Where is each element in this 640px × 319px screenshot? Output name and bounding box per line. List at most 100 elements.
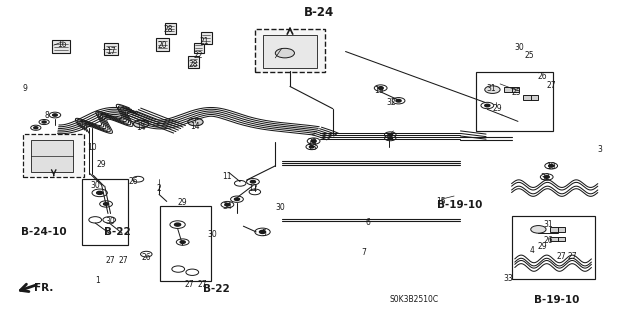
Text: 14: 14 — [136, 122, 146, 132]
Text: 12: 12 — [248, 184, 258, 193]
Bar — [52, 41, 70, 53]
Circle shape — [481, 102, 493, 109]
Text: 26: 26 — [128, 177, 138, 186]
Text: 14: 14 — [191, 122, 200, 131]
Bar — [523, 95, 538, 100]
Circle shape — [31, 125, 41, 130]
Circle shape — [186, 269, 198, 275]
Circle shape — [89, 217, 102, 223]
Circle shape — [540, 174, 553, 180]
Text: 7: 7 — [361, 248, 366, 257]
Circle shape — [132, 176, 144, 182]
Text: 26: 26 — [544, 236, 554, 245]
Text: S0K3B2510C: S0K3B2510C — [390, 295, 439, 304]
Text: 27: 27 — [185, 279, 195, 288]
Circle shape — [275, 48, 294, 58]
Circle shape — [250, 181, 255, 183]
Text: B-22: B-22 — [203, 284, 230, 294]
Text: 27: 27 — [198, 279, 207, 288]
Circle shape — [246, 179, 259, 185]
Circle shape — [378, 87, 383, 89]
Circle shape — [484, 104, 490, 107]
Circle shape — [104, 203, 109, 205]
Text: 33: 33 — [384, 133, 394, 142]
Circle shape — [97, 191, 103, 194]
Text: 30: 30 — [106, 217, 115, 226]
Text: 13: 13 — [307, 143, 317, 152]
Circle shape — [388, 137, 392, 139]
Circle shape — [311, 140, 316, 142]
Text: 28: 28 — [189, 60, 198, 69]
Text: 15: 15 — [436, 197, 446, 206]
Circle shape — [396, 100, 401, 102]
Text: 27: 27 — [557, 252, 566, 261]
Bar — [156, 38, 169, 51]
Circle shape — [385, 135, 396, 141]
Circle shape — [309, 146, 314, 148]
Text: 26: 26 — [141, 253, 151, 262]
Circle shape — [255, 228, 270, 236]
Circle shape — [307, 138, 320, 144]
Text: 27: 27 — [568, 252, 577, 261]
Text: 23: 23 — [308, 138, 317, 147]
Circle shape — [49, 112, 61, 118]
Bar — [193, 43, 204, 53]
Circle shape — [388, 134, 392, 136]
Bar — [504, 87, 519, 92]
Text: 22: 22 — [194, 51, 204, 60]
Bar — [83, 179, 129, 245]
Text: 34: 34 — [223, 202, 232, 211]
Bar — [476, 72, 553, 131]
Text: 19: 19 — [547, 162, 556, 171]
Bar — [188, 56, 199, 68]
Text: 28: 28 — [164, 25, 173, 34]
Circle shape — [221, 201, 234, 208]
Text: 25: 25 — [512, 88, 522, 97]
Text: B-19-10: B-19-10 — [534, 295, 579, 305]
Text: 30: 30 — [276, 203, 285, 212]
Text: 32: 32 — [387, 99, 396, 108]
Circle shape — [230, 196, 243, 202]
Circle shape — [188, 118, 203, 126]
Text: 26: 26 — [538, 72, 547, 81]
Text: B-24: B-24 — [303, 6, 334, 19]
Text: FR.: FR. — [34, 283, 53, 293]
Circle shape — [385, 132, 396, 137]
Text: 17: 17 — [106, 47, 115, 56]
Circle shape — [374, 85, 387, 91]
Text: 8: 8 — [45, 111, 50, 120]
Text: 6: 6 — [365, 218, 371, 227]
Text: 9: 9 — [22, 84, 28, 93]
Text: 3: 3 — [597, 145, 602, 154]
Bar — [161, 206, 211, 281]
Text: 2: 2 — [157, 184, 161, 193]
Bar — [31, 140, 73, 172]
Circle shape — [103, 217, 116, 223]
Circle shape — [306, 144, 317, 150]
Bar — [255, 29, 325, 72]
Circle shape — [34, 127, 38, 129]
Bar — [23, 134, 84, 177]
Bar — [550, 237, 565, 241]
Circle shape — [134, 120, 149, 128]
Text: 20: 20 — [157, 41, 167, 50]
Text: 30: 30 — [208, 230, 218, 239]
Circle shape — [544, 176, 549, 178]
Text: 21: 21 — [199, 38, 209, 47]
Bar — [262, 35, 317, 68]
Bar — [200, 32, 212, 44]
Circle shape — [234, 181, 246, 186]
Text: 1: 1 — [95, 276, 100, 285]
Text: 29: 29 — [538, 242, 547, 251]
Circle shape — [42, 121, 46, 123]
Text: B-24-10: B-24-10 — [21, 227, 67, 237]
Bar — [165, 23, 176, 34]
Circle shape — [100, 201, 113, 207]
Circle shape — [392, 98, 405, 104]
Text: 19: 19 — [374, 86, 384, 95]
Bar — [511, 216, 595, 278]
Text: 10: 10 — [87, 143, 97, 152]
Text: 31: 31 — [486, 84, 496, 93]
Circle shape — [52, 114, 57, 116]
Bar — [550, 227, 565, 232]
